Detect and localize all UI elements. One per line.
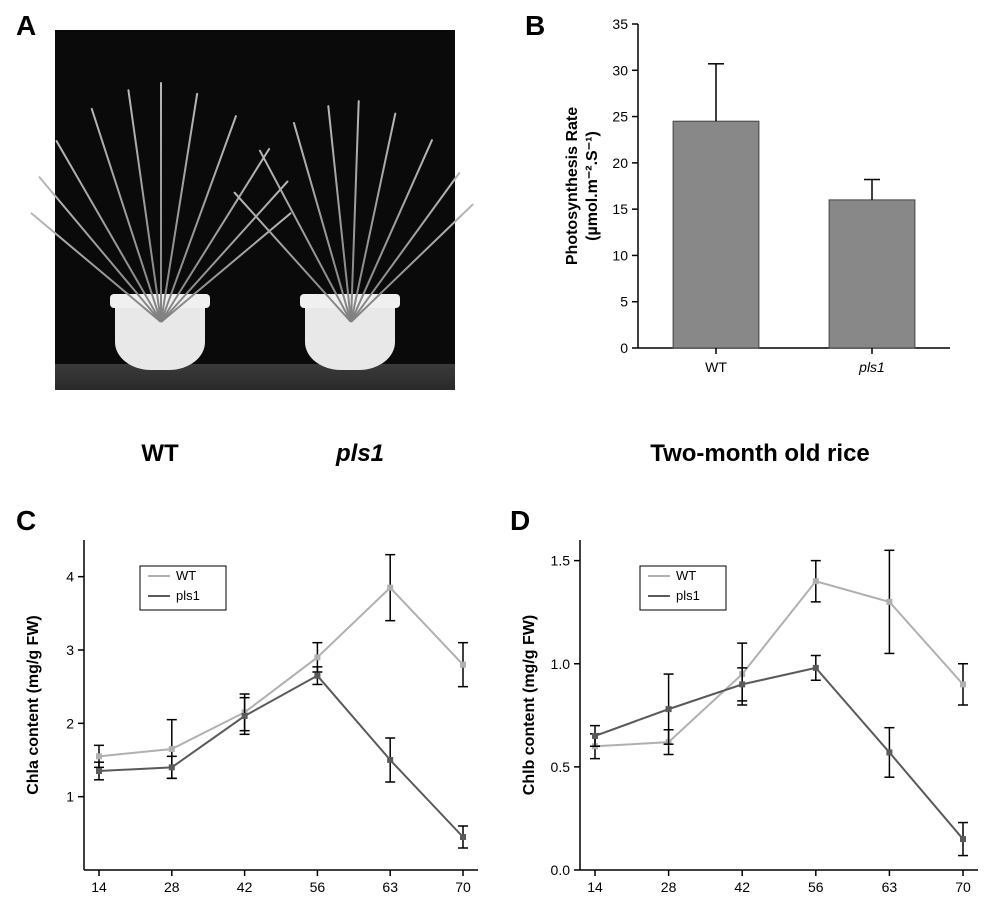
svg-text:25: 25 [612,109,628,125]
svg-text:15: 15 [612,201,628,217]
svg-text:0.5: 0.5 [551,759,571,775]
svg-text:3: 3 [66,642,74,658]
svg-text:28: 28 [661,879,677,895]
panel-label-a: A [16,10,36,42]
svg-text:1.5: 1.5 [551,553,571,569]
svg-text:WT: WT [705,359,727,375]
svg-text:14: 14 [91,879,107,895]
svg-text:20: 20 [612,155,628,171]
svg-text:pls1: pls1 [676,588,700,603]
svg-text:35: 35 [612,18,628,32]
svg-text:0.0: 0.0 [551,862,571,878]
svg-text:70: 70 [955,879,971,895]
svg-text:56: 56 [310,879,326,895]
panel-b-caption: Two-month old rice [560,440,960,468]
svg-text:WT: WT [676,568,696,583]
panel-c-line-chart: 1 2 3 4 Chla content (mg/g FW) 14 28 42 56 63 70 WT… [20,530,490,910]
svg-text:42: 42 [237,879,253,895]
svg-text:28: 28 [164,879,180,895]
panel-b-bar-chart: 0 5 10 15 20 25 30 35 Photosynthesis Rate(µmol.m… [560,18,960,388]
svg-text:56: 56 [808,879,824,895]
svg-text:10: 10 [612,247,628,263]
svg-text:WT: WT [176,568,196,583]
svg-text:Chlb content (mg/g FW): Chlb content (mg/g FW) [521,615,538,795]
svg-text:63: 63 [382,879,398,895]
svg-text:14: 14 [587,879,603,895]
svg-text:2: 2 [66,715,74,731]
svg-text:pls1: pls1 [176,588,200,603]
svg-text:1: 1 [66,789,74,805]
svg-text:30: 30 [612,62,628,78]
svg-text:63: 63 [882,879,898,895]
panel-a-label-wt: WT [100,440,220,468]
svg-text:(µmol.m⁻².S⁻¹): (µmol.m⁻².S⁻¹) [584,131,601,241]
svg-text:1.0: 1.0 [551,656,571,672]
panel-label-b: B [525,10,545,42]
svg-text:4: 4 [66,569,74,585]
panel-a-label-mut: pls1 [300,440,420,468]
panel-a-photo [55,30,455,390]
svg-text:70: 70 [455,879,471,895]
svg-text:0: 0 [620,340,628,356]
svg-text:Chla content (mg/g FW): Chla content (mg/g FW) [25,615,42,795]
svg-text:pls1: pls1 [858,359,885,375]
svg-text:5: 5 [620,294,628,310]
panel-d-line-chart: 0.0 0.5 1.0 1.5 Chlb content (mg/g FW) 14 28 42… [510,530,990,910]
svg-text:42: 42 [734,879,750,895]
svg-text:Photosynthesis Rate: Photosynthesis Rate [564,107,581,265]
